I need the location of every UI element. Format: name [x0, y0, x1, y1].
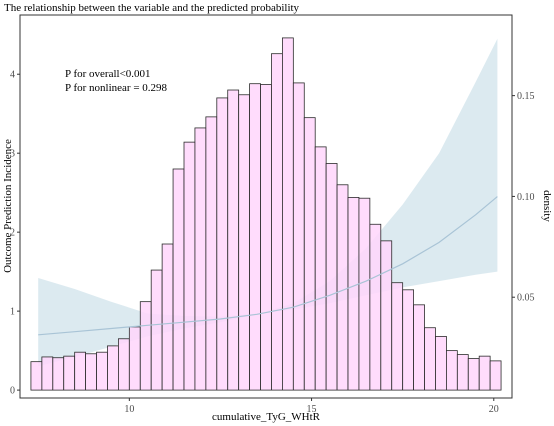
y-tick-label: 3 — [10, 149, 15, 160]
p-overall-annotation: P for overall<0.001 — [65, 68, 151, 80]
histogram-bar — [74, 351, 86, 391]
histogram-bar — [118, 338, 130, 391]
histogram — [30, 37, 502, 391]
histogram-bar — [314, 146, 327, 391]
histogram-bar — [424, 327, 436, 391]
histogram-bar — [216, 97, 229, 391]
histogram-bar — [358, 197, 371, 391]
histogram-bar — [52, 357, 65, 391]
histogram-bar — [172, 168, 185, 391]
x-axis-title: cumulative_TyG_WHtR — [212, 411, 321, 423]
y-tick-label: 2 — [10, 228, 15, 239]
p-nonlinear-annotation: P for nonlinear = 0.298 — [65, 82, 168, 94]
histogram-bar — [391, 282, 404, 391]
y-tick-label: 0 — [10, 386, 15, 397]
histogram-bar — [402, 289, 415, 391]
histogram-bar — [139, 301, 152, 391]
histogram-bar — [107, 345, 119, 391]
y2-tick-label: 0.10 — [517, 192, 535, 203]
histogram-bar — [63, 355, 76, 391]
histogram-bar — [128, 326, 141, 391]
chart-title: The relationship between the variable an… — [4, 2, 300, 14]
histogram-bar — [238, 94, 250, 391]
spline-line — [38, 196, 498, 336]
histogram-bar — [249, 83, 261, 391]
histogram-bar — [456, 354, 469, 391]
histogram-bar — [478, 355, 491, 391]
x-tick-label: 15 — [307, 404, 317, 415]
histogram-bar — [347, 197, 360, 391]
histogram-bar — [413, 304, 425, 391]
y2-tick-label: 0.05 — [517, 293, 535, 304]
histogram-bar — [467, 358, 480, 391]
histogram-bar — [435, 335, 447, 391]
histogram-bar — [183, 141, 196, 391]
histogram-bar — [85, 353, 97, 391]
x-tick-label: 10 — [124, 404, 134, 415]
histogram-bar — [336, 184, 349, 391]
spline-curve — [38, 196, 498, 336]
histogram-bar — [150, 269, 163, 391]
histogram-bar — [260, 84, 272, 391]
histogram-bar — [41, 356, 54, 391]
histogram-bar — [161, 243, 174, 391]
y-axis-title: Outcome Prediction Incidence — [2, 139, 14, 273]
axes: 10 15 20 0 1 2 3 4 0.05 0.10 0.15 — [10, 70, 535, 415]
histogram-bar — [227, 89, 240, 391]
histogram-bar — [281, 37, 294, 391]
histogram-bar — [303, 117, 316, 391]
histogram-bar — [325, 163, 338, 391]
y-tick-label: 1 — [10, 307, 15, 318]
histogram-bar — [271, 53, 283, 391]
histogram-bar — [292, 82, 305, 391]
y-tick-label: 4 — [10, 70, 15, 81]
x-tick-label: 20 — [489, 404, 499, 415]
histogram-bar — [30, 361, 43, 391]
histogram-bar — [445, 350, 458, 391]
histogram-bar — [96, 351, 108, 391]
histogram-bar — [205, 116, 218, 391]
histogram-bar — [380, 240, 393, 391]
histogram-bar — [194, 127, 207, 391]
y2-axis-title: density — [541, 190, 553, 222]
histogram-bar — [489, 360, 502, 391]
histogram-bar — [369, 223, 382, 391]
y2-tick-label: 0.15 — [517, 91, 535, 102]
